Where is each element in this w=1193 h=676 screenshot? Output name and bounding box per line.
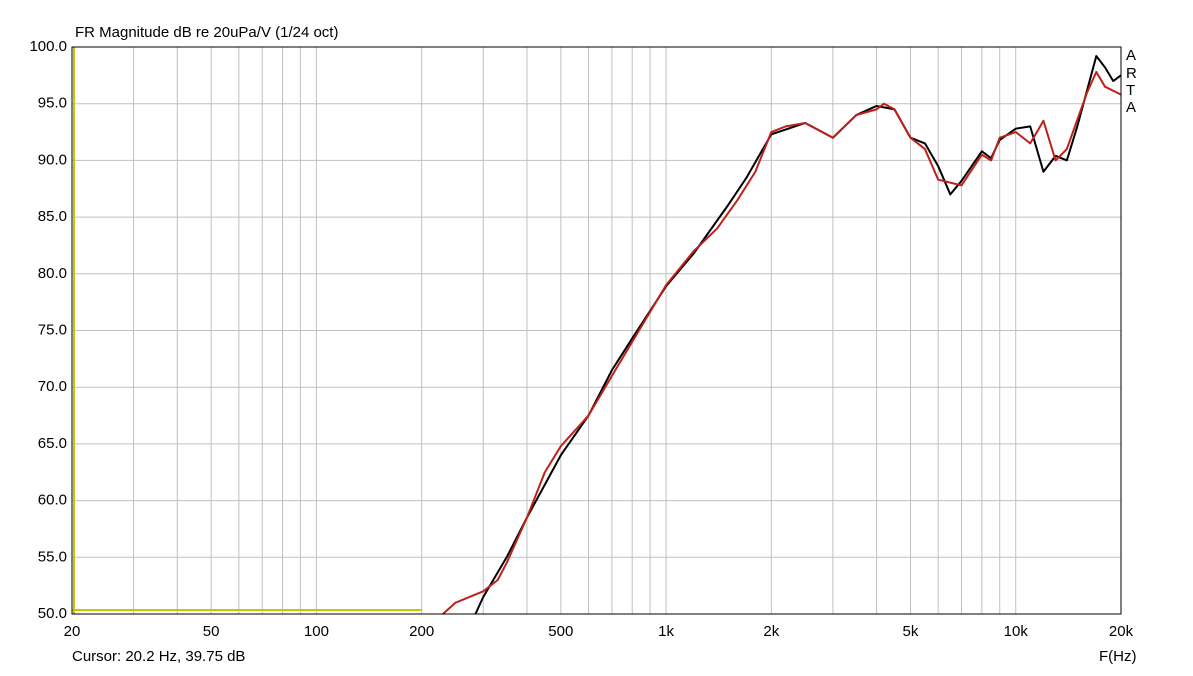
x-tick-label: 10k bbox=[1004, 623, 1029, 640]
cursor-readout: Cursor: 20.2 Hz, 39.75 dB bbox=[72, 648, 245, 665]
y-tick-label: 55.0 bbox=[38, 548, 67, 565]
y-tick-label: 80.0 bbox=[38, 265, 67, 282]
y-tick-label: 60.0 bbox=[38, 492, 67, 509]
x-axis-label: F(Hz) bbox=[1099, 648, 1137, 665]
x-tick-label: 50 bbox=[203, 623, 220, 640]
x-tick-label: 2k bbox=[763, 623, 779, 640]
chart-title: FR Magnitude dB re 20uPa/V (1/24 oct) bbox=[75, 24, 338, 41]
x-tick-label: 20 bbox=[64, 623, 81, 640]
watermark-letter: A bbox=[1126, 99, 1136, 116]
y-tick-label: 75.0 bbox=[38, 321, 67, 338]
x-tick-label: 500 bbox=[548, 623, 573, 640]
plot-area bbox=[442, 55, 1122, 615]
watermark-letter: T bbox=[1126, 82, 1135, 99]
x-tick-label: 20k bbox=[1109, 623, 1134, 640]
y-tick-label: 95.0 bbox=[38, 95, 67, 112]
y-tick-label: 70.0 bbox=[38, 378, 67, 395]
x-tick-label: 200 bbox=[409, 623, 434, 640]
series-line bbox=[442, 70, 1122, 615]
x-tick-label: 5k bbox=[903, 623, 919, 640]
y-tick-label: 50.0 bbox=[38, 605, 67, 622]
y-tick-label: 100.0 bbox=[29, 38, 67, 55]
y-tick-label: 90.0 bbox=[38, 151, 67, 168]
x-tick-label: 1k bbox=[658, 623, 674, 640]
y-tick-label: 65.0 bbox=[38, 435, 67, 452]
watermark-letter: A bbox=[1126, 47, 1136, 64]
x-tick-label: 100 bbox=[304, 623, 329, 640]
y-tick-label: 85.0 bbox=[38, 208, 67, 225]
watermark-letter: R bbox=[1126, 65, 1137, 82]
plot-frame bbox=[71, 46, 1122, 615]
